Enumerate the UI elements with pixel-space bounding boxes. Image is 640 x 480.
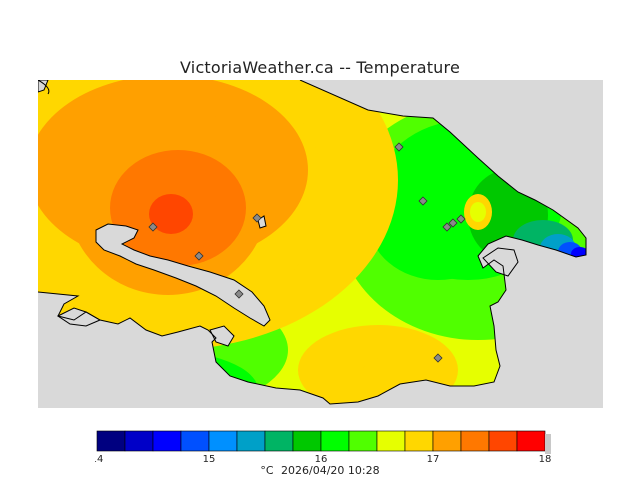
station-marker [394,142,404,152]
legend-tick-label: 15 [203,454,216,465]
legend-swatch [152,430,182,452]
legend-swatch [208,430,238,452]
legend-swatch [292,430,322,452]
legend-swatch [236,430,266,452]
legend-swatch [488,430,518,452]
legend-tick-label: 17 [427,454,440,465]
legend-scale: 14 15 16 17 18 [95,430,551,465]
legend-swatch [124,430,154,452]
legend-tick-labels: 14 15 16 17 18 [95,454,551,465]
legend-swatch [460,430,490,452]
legend-swatch [96,430,126,452]
legend-tick-label: 16 [315,454,328,465]
legend-swatch [404,430,434,452]
timestamp-label: 2026/04/20 10:28 [281,464,380,477]
legend-swatch [516,430,546,452]
station-marker [433,353,443,363]
coastline [38,80,587,405]
station-marker [448,218,458,228]
station-marker [252,213,262,223]
legend-swatch [348,430,378,452]
legend-swatch [264,430,294,452]
legend-swatch [320,430,350,452]
page-title: VictoriaWeather.ca -- Temperature [180,58,460,77]
legend-swatch [376,430,406,452]
station-marker [234,289,244,299]
station-marker [194,251,204,261]
map-caption: °C 2026/04/20 10:28 [0,464,640,477]
station-marker [148,222,158,232]
legend-tick-label: 18 [539,454,552,465]
station-marker [442,222,452,232]
legend-tick-label: 14 [95,454,103,465]
color-legend: 14 15 16 17 18 [95,430,555,480]
map-canvas [38,80,587,405]
temperature-map [38,80,603,408]
station-marker [418,196,428,206]
station-marker [456,214,466,224]
legend-swatch [432,430,462,452]
legend-swatch [180,430,210,452]
inland-water [38,80,519,347]
legend-swatches [96,430,551,454]
station-markers [148,142,466,363]
unit-label: °C [260,464,274,477]
legend-shadow [545,434,551,454]
